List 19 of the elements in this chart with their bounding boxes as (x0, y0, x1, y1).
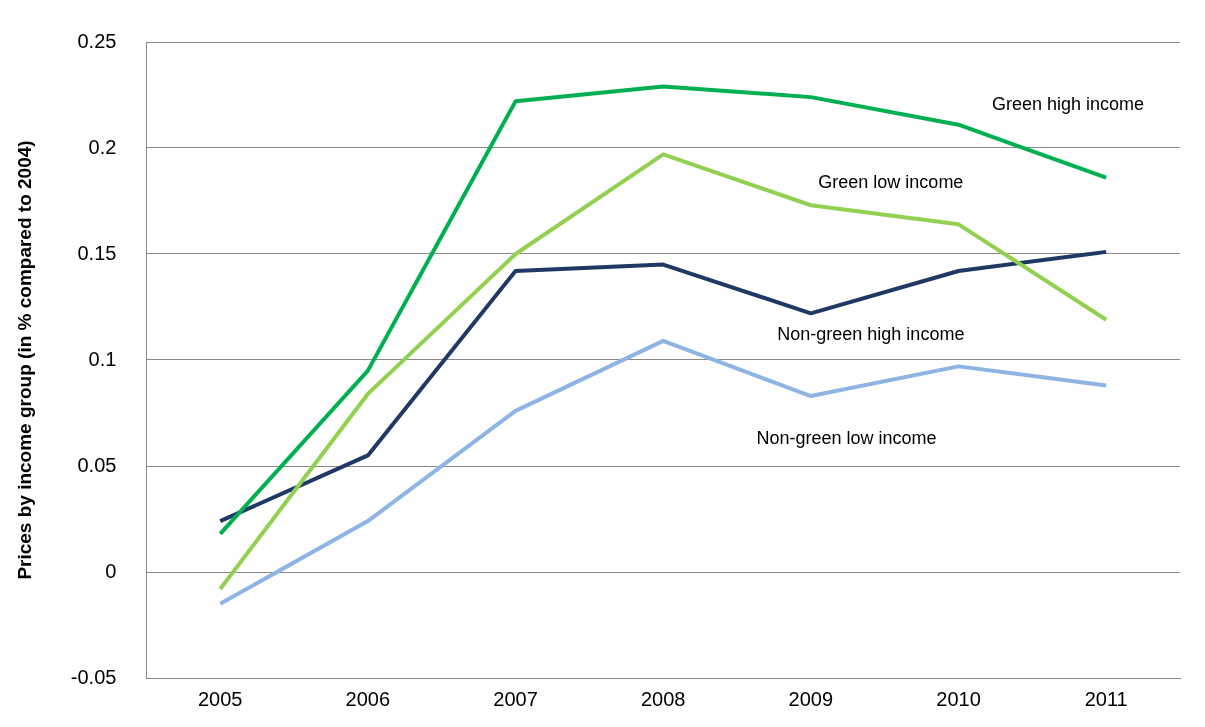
series-label: Green high income (992, 94, 1145, 115)
y-tick-label: 0.1 (88, 347, 117, 370)
y-axis-title: Prices by income group (in % compared to 2004) (13, 140, 35, 580)
x-tick-label: 2008 (640, 687, 686, 710)
y-tick-label: 0.25 (77, 29, 117, 52)
x-tick-label: 2011 (1084, 687, 1128, 710)
y-tick-label: 0.05 (77, 453, 117, 476)
y-tick-label: 0.15 (77, 241, 117, 264)
series-label: Non-green high income (777, 324, 965, 345)
x-tick-label: 2010 (936, 687, 981, 710)
x-tick-label: 2006 (345, 687, 391, 710)
x-tick-label: 2007 (493, 687, 538, 710)
x-tick-label: 2009 (788, 687, 834, 710)
y-tick-label: 0.2 (88, 135, 117, 158)
series-label: Green low income (818, 172, 964, 193)
y-tick-label: -0.05 (70, 665, 117, 688)
y-tick-label: 0 (105, 559, 117, 582)
text: Non-green low income (756, 428, 937, 449)
x-tick-label: 2005 (197, 687, 243, 710)
